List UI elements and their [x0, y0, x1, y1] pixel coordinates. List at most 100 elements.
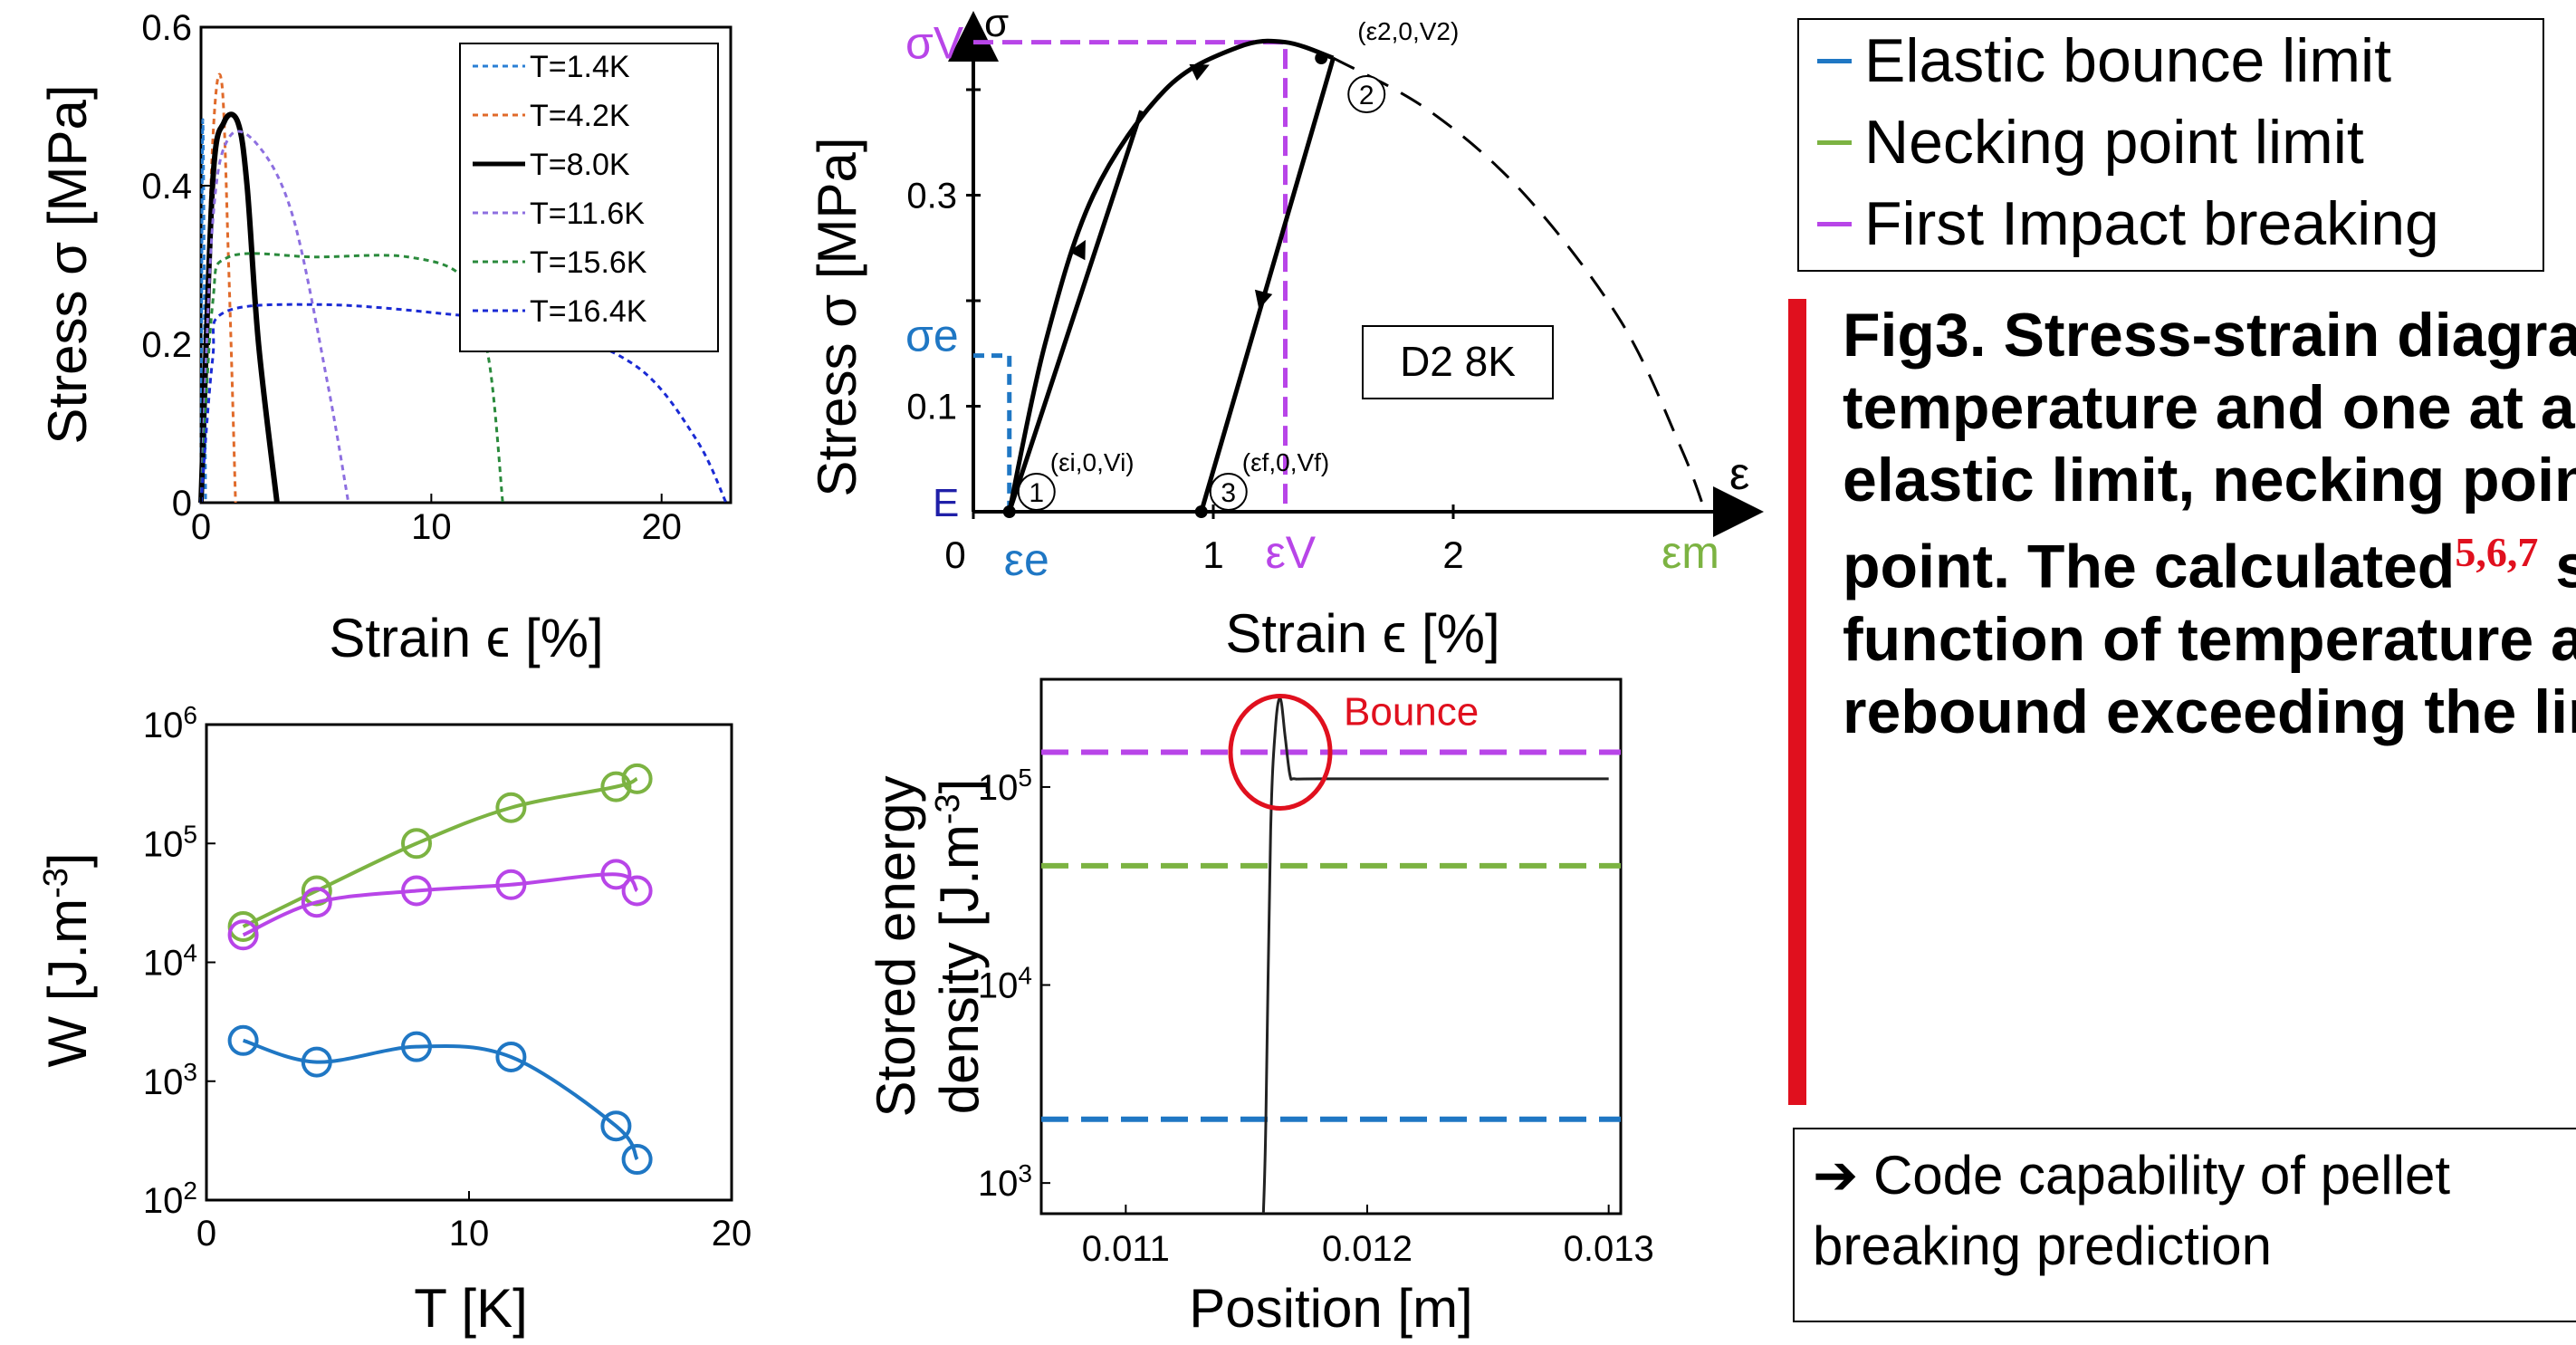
legend-label: T=8.0K: [530, 148, 630, 182]
y-tick-label: 0.4: [141, 167, 192, 207]
x-tick-label: 20: [712, 1214, 752, 1254]
plot-frame: [199, 25, 733, 504]
direction-arrow: [1068, 239, 1086, 261]
chart-stress-strain-d2-8k: σε0.10.30 1 22(ε2,0,V2)1(εi,0,Vi)3(εf,0,Vf…: [807, 1, 1764, 664]
legend-item-breaking: First Impact breaking: [1817, 187, 2439, 260]
legend-label: T=4.2K: [530, 99, 630, 133]
y-tick-label: 104: [978, 961, 1032, 1006]
sigma-e-guide: [973, 353, 1012, 512]
series-line: [242, 1038, 639, 1161]
state-point: [1002, 505, 1016, 518]
energy-curve: [1261, 697, 1609, 1215]
state-label: (ε2,0,V2): [1357, 17, 1459, 45]
data-point: [621, 875, 653, 907]
data-point: [301, 1046, 332, 1078]
chart-energy-vs-position: Bounce 0.011 0.012 0.013 103 104 105 Position…: [866, 677, 1654, 1339]
y-axis-name: σ: [984, 1, 1009, 45]
y-axis-label-line1: Stored energy: [866, 776, 926, 1118]
y-axis-label: W [J.m-3]: [37, 852, 98, 1067]
sigma-e-label: σe: [905, 311, 959, 361]
envelope-curve: [1007, 38, 1335, 513]
threshold-legend: Elastic bounce limit Necking point limit…: [1797, 18, 2544, 272]
legend-box: [459, 43, 719, 352]
data-point: [495, 792, 527, 823]
data-point: [600, 859, 632, 890]
y-tick-label: 0.1: [906, 388, 957, 428]
data-point: [495, 1041, 527, 1072]
data-point: [600, 1110, 632, 1142]
caption-text: Fig3. Stress-strain diagram depending on…: [1843, 299, 2576, 748]
y-tick-label: 103: [143, 1057, 197, 1102]
x-axis-label: T [K]: [414, 1278, 528, 1339]
state-number: 3: [1221, 478, 1236, 508]
state-label: (εf,0,Vf): [1242, 448, 1330, 476]
extrapolation-curve: [1332, 56, 1707, 513]
eps-v-label: εV: [1266, 527, 1317, 578]
conclusion-line1: ➔ Code capability of pellet: [1813, 1145, 2451, 1206]
data-point: [301, 875, 332, 907]
direction-arrow: [1254, 289, 1273, 310]
series-line: [199, 130, 350, 504]
state-number-circle: [1347, 75, 1386, 114]
legend-item-elastic: Elastic bounce limit: [1817, 24, 2391, 97]
legend-label: Necking point limit: [1864, 108, 2364, 177]
unloading-line: [1199, 57, 1336, 513]
y-tick-label: 105: [143, 820, 197, 865]
data-point: [495, 869, 527, 900]
x-tick-label: 0.013: [1564, 1229, 1654, 1269]
data-point: [227, 919, 259, 951]
data-point: [227, 1024, 259, 1056]
x-tick-label: 0: [196, 1214, 216, 1254]
state-label: (εi,0,Vi): [1050, 448, 1135, 476]
legend-label: T=11.6K: [530, 197, 645, 231]
y-axis-label: Stress σ [MPa]: [37, 84, 98, 444]
legend-swatch: [1817, 221, 1852, 226]
y-axis-label: Stress σ [MPa]: [807, 137, 867, 496]
data-point: [401, 1031, 432, 1062]
sigma-v-label: σV: [905, 18, 964, 69]
series-line: [199, 252, 504, 504]
direction-arrow: [1189, 63, 1210, 81]
data-point: [401, 828, 432, 860]
x-axis-label: Position [m]: [1189, 1278, 1472, 1339]
chart-stress-strain-temperature: 0 10 20 0 0.2 0.4 0.6 Strain ϵ [%] Stress σ [M…: [37, 8, 733, 668]
annotation-box-label: D2 8K: [1400, 338, 1516, 385]
state-point: [1315, 52, 1328, 65]
legend-swatch: [1817, 58, 1852, 63]
state-number: 1: [1029, 478, 1044, 508]
chart-w-vs-t: 0 10 20 102 103 104 105 106 T [K] W [J.m-3]: [37, 701, 752, 1340]
y-tick-label: 103: [978, 1159, 1032, 1205]
data-point: [621, 763, 653, 794]
legend-swatch: [1817, 139, 1852, 145]
plot-frame: [205, 723, 733, 1202]
x-tick-label: 0.012: [1322, 1229, 1412, 1269]
data-point: [600, 771, 632, 802]
legend-label: Elastic bounce limit: [1864, 26, 2392, 95]
annotation-box: [1362, 325, 1554, 399]
conclusion-line2: breaking prediction: [1813, 1215, 2272, 1276]
data-point: [621, 1144, 653, 1176]
caption-reference: 5,6,7: [2455, 529, 2539, 575]
x-tick-label: 0.011: [1082, 1229, 1170, 1269]
eps-e-label: εe: [1004, 534, 1049, 585]
caption-text-after: stored energy as a function of temperatu…: [1843, 533, 2576, 746]
plot-frame: [1039, 677, 1623, 1215]
legend-item-necking: Necking point limit: [1817, 106, 2364, 178]
y-tick-label: 104: [143, 938, 197, 984]
legend-label: First Impact breaking: [1864, 189, 2439, 258]
x-tick-label: 0: [944, 533, 965, 576]
series-line: [242, 776, 638, 928]
x-tick-label: 10: [449, 1214, 490, 1254]
loading-line: [1007, 110, 1144, 513]
data-point: [301, 887, 332, 918]
state-point: [1194, 505, 1208, 518]
sigma-v-guide: [973, 40, 1288, 512]
caption-text-before: Fig3. Stress-strain diagram depending on…: [1843, 301, 2576, 601]
x-tick-label: 1: [1202, 533, 1223, 576]
y-tick-label: 0: [172, 484, 192, 524]
bounce-ellipse: [1228, 693, 1333, 811]
y-tick-label: 0.3: [906, 177, 957, 216]
conclusion-box: ➔ Code capability of pellet breaking pre…: [1793, 1128, 2576, 1322]
legend-label: T=15.6K: [530, 245, 647, 280]
